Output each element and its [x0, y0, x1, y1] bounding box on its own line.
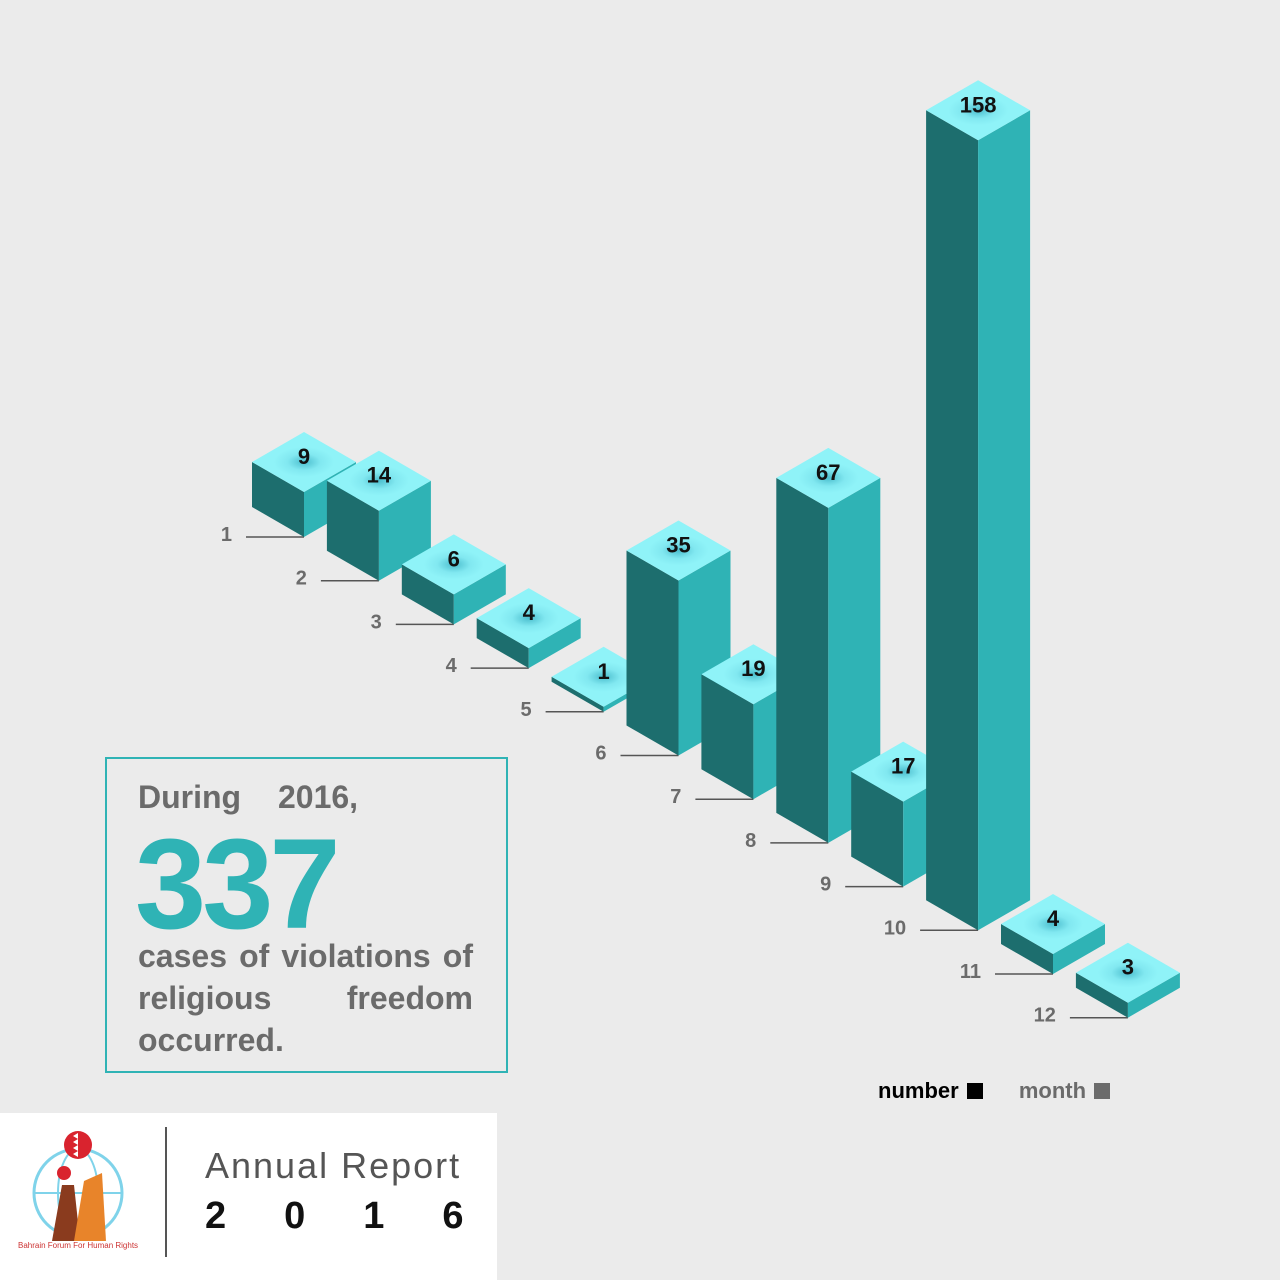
bar-top-glow [798, 462, 859, 493]
bar-right-face [828, 477, 881, 843]
bar-month-12: 12 3 [1034, 942, 1180, 1027]
bar-top-glow [648, 535, 709, 566]
bar-value-label: 158 [960, 92, 997, 117]
bar-left-face [252, 462, 304, 537]
bar-right-face [1053, 924, 1105, 974]
report-footer: Bahrain Forum For Human Rights Annual Re… [0, 1113, 497, 1280]
total-cases-number: 337 [135, 813, 341, 956]
month-label: 9 [820, 874, 831, 896]
bar-left-face [476, 618, 529, 669]
legend-swatch-month [1094, 1083, 1111, 1099]
bar-top-glow [723, 659, 784, 690]
bar-left-face [926, 110, 979, 931]
report-year: 2016 [205, 1195, 522, 1237]
bar-left-face [326, 480, 379, 581]
bar-value-label: 67 [816, 460, 840, 485]
month-label: 8 [745, 830, 756, 852]
bar-top-glow [573, 661, 634, 692]
bar-top-glow [873, 756, 934, 787]
month-label: 1 [221, 524, 232, 546]
bahrain-forum-logo-icon [32, 1131, 124, 1241]
bar-left-face [551, 676, 604, 712]
bar-value-label: 6 [448, 546, 460, 571]
month-label: 4 [446, 655, 458, 677]
bar-value-label: 4 [523, 600, 536, 625]
bar-value-label: 3 [1122, 955, 1134, 980]
bar-value-label: 14 [367, 463, 392, 488]
bar-left-face [851, 771, 904, 887]
report-title: Annual Report [205, 1145, 462, 1186]
bar-month-4: 44 [446, 588, 581, 677]
summary-intro: During 2016, [138, 779, 359, 815]
month-label: 10 [884, 917, 906, 939]
bar-left-face [1075, 972, 1128, 1018]
logo-caption: Bahrain Forum For Human Rights [18, 1241, 138, 1250]
bar-value-label: 1 [597, 659, 609, 684]
bar-left-face [776, 477, 829, 843]
legend-label-month: month [1018, 1078, 1087, 1103]
bar-month-3: 36 [371, 534, 506, 633]
bar-top-glow [1023, 909, 1083, 939]
bar-top-glow [274, 447, 334, 477]
month-label: 2 [296, 568, 307, 590]
bar-right-face [453, 564, 506, 625]
month-label: 3 [371, 611, 382, 633]
bar-top-glow [348, 465, 409, 496]
bar-right-face [1127, 972, 1180, 1018]
bar-value-label: 9 [298, 444, 310, 469]
summary-box: During 2016, 337 cases of violations of … [105, 757, 508, 1073]
bar-top-glow [1097, 957, 1158, 988]
bar-right-face [528, 618, 581, 669]
summary-text: cases of violations of religious freedom… [138, 938, 473, 1058]
month-label: 11 [960, 961, 981, 983]
bar-left-face [701, 674, 754, 800]
bar-left-face [1001, 924, 1053, 974]
month-label: 12 [1034, 1005, 1056, 1027]
bar-month-8: 8 67 [745, 447, 881, 852]
month-label: 6 [595, 743, 606, 765]
bar-top-glow [423, 549, 484, 580]
bar-left-face [626, 550, 679, 756]
bar-value-label: 35 [666, 533, 690, 558]
bar-value-label: 4 [1047, 906, 1060, 931]
legend-swatch-number [966, 1083, 983, 1099]
bar-left-face [401, 564, 454, 625]
month-label: 7 [670, 786, 681, 808]
bar-month-10: 10 158 [884, 80, 1031, 939]
bar-month-6: 6 35 [595, 520, 731, 765]
bar-month-11: 11 4 [960, 894, 1105, 983]
bar-top-glow [498, 603, 559, 634]
footer-divider [165, 1127, 167, 1257]
bar-value-label: 17 [891, 754, 915, 779]
month-label: 5 [520, 699, 531, 721]
chart-legend: number month [878, 1078, 1140, 1104]
bar-top-glow [948, 95, 1009, 126]
legend-item-month: month [1018, 1078, 1111, 1104]
legend-item-number: number [878, 1078, 983, 1104]
bar-value-label: 19 [741, 656, 765, 681]
bar-right-face [978, 110, 1031, 931]
legend-label-number: number [878, 1078, 959, 1103]
